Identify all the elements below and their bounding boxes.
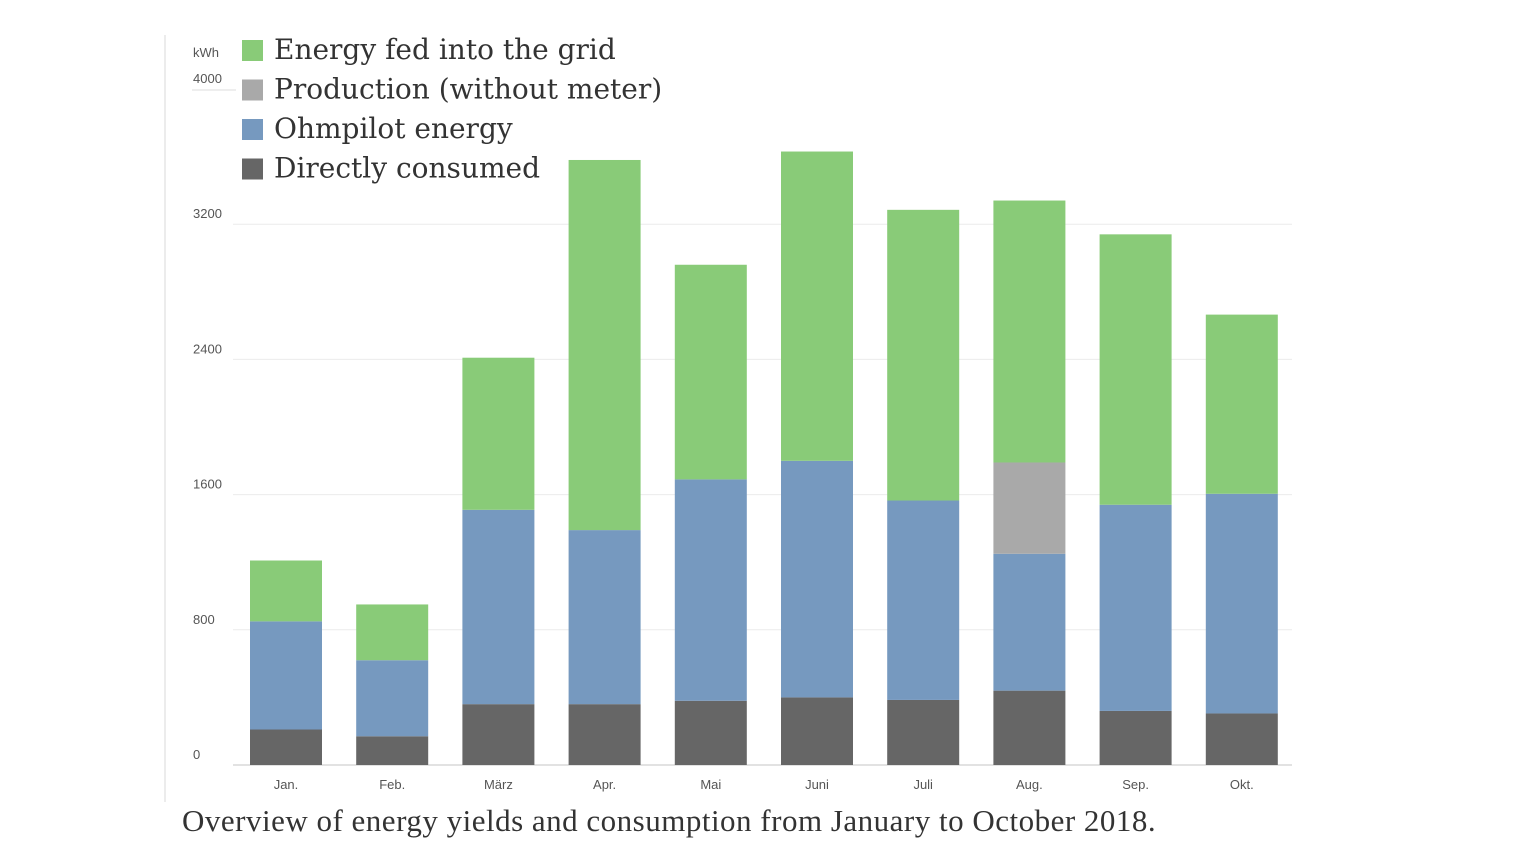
bar-segment-directly-consumed [781, 697, 853, 765]
bar-segment-directly-consumed [1205, 713, 1278, 765]
bar-segment-energy-fed-into-the-grid [781, 151, 853, 461]
bar-segment-energy-fed-into-the-grid [462, 357, 535, 510]
bar-segment-directly-consumed [568, 704, 641, 765]
bar-segment-directly-consumed [993, 690, 1066, 765]
x-tick-label: Mai [700, 777, 721, 792]
y-axis: kWh 0 800 1600 2400 3200 4000 [193, 45, 222, 762]
x-tick-label: Jan. [274, 777, 299, 792]
y-tick-label: 3200 [193, 206, 222, 221]
y-tick-label: 4000 [193, 71, 222, 86]
legend-label: Directly consumed [274, 152, 540, 185]
x-tick-label: Juli [913, 777, 933, 792]
bars [250, 151, 1278, 765]
legend-label: Energy fed into the grid [274, 33, 616, 66]
bar-segment-energy-fed-into-the-grid [250, 560, 322, 622]
x-tick-label: Sep. [1122, 777, 1149, 792]
bar-segment-production-without-meter [993, 462, 1066, 554]
bar-segment-directly-consumed [250, 729, 322, 765]
bar-segment-energy-fed-into-the-grid [568, 159, 641, 531]
bar-segment-energy-fed-into-the-grid [674, 264, 747, 480]
x-tick-label: Feb. [379, 777, 405, 792]
bar-segment-energy-fed-into-the-grid [1205, 314, 1278, 494]
y-tick-label: 0 [193, 747, 200, 762]
y-tick-label: 2400 [193, 341, 222, 356]
x-tick-label: März [484, 777, 513, 792]
bar-segment-ohmpilot-energy [887, 500, 960, 700]
bar-segment-ohmpilot-energy [1099, 504, 1172, 711]
y-tick-label: 1600 [193, 477, 222, 492]
bar-segment-directly-consumed [674, 700, 747, 765]
x-tick-label: Apr. [593, 777, 616, 792]
bar-segment-ohmpilot-energy [1205, 493, 1278, 714]
x-tick-label: Aug. [1016, 777, 1043, 792]
bar-segment-ohmpilot-energy [993, 553, 1066, 691]
legend-swatch [242, 40, 263, 61]
bar-segment-ohmpilot-energy [250, 621, 322, 730]
legend-swatch [242, 79, 263, 101]
x-axis: Jan. Feb. März Apr. Mai Juni Juli Aug. Sep. Okt. [274, 777, 1254, 792]
legend-swatch [242, 158, 263, 180]
bar-segment-ohmpilot-energy [781, 460, 853, 698]
y-axis-unit-label: kWh [193, 45, 219, 60]
bar-segment-ohmpilot-energy [674, 479, 747, 701]
bar-segment-directly-consumed [356, 736, 429, 765]
bar-segment-directly-consumed [887, 699, 960, 765]
x-tick-label: Okt. [1230, 777, 1254, 792]
legend-label: Production (without meter) [274, 73, 662, 106]
x-tick-label: Juni [805, 777, 829, 792]
y-tick-label: 800 [193, 612, 215, 627]
bar-segment-energy-fed-into-the-grid [356, 604, 429, 661]
bar-segment-ohmpilot-energy [568, 530, 641, 705]
bar-segment-ohmpilot-energy [462, 509, 535, 705]
bar-segment-energy-fed-into-the-grid [993, 200, 1066, 463]
bar-segment-energy-fed-into-the-grid [887, 209, 960, 501]
bar-segment-ohmpilot-energy [356, 660, 429, 737]
legend: Energy fed into the grid Production (with… [242, 33, 662, 185]
figure-caption: Overview of energy yields and consumptio… [182, 803, 1157, 838]
bar-segment-directly-consumed [462, 704, 535, 765]
legend-label: Ohmpilot energy [274, 112, 513, 145]
legend-swatch [242, 119, 263, 140]
bar-segment-directly-consumed [1099, 710, 1172, 765]
bar-segment-energy-fed-into-the-grid [1099, 234, 1172, 505]
